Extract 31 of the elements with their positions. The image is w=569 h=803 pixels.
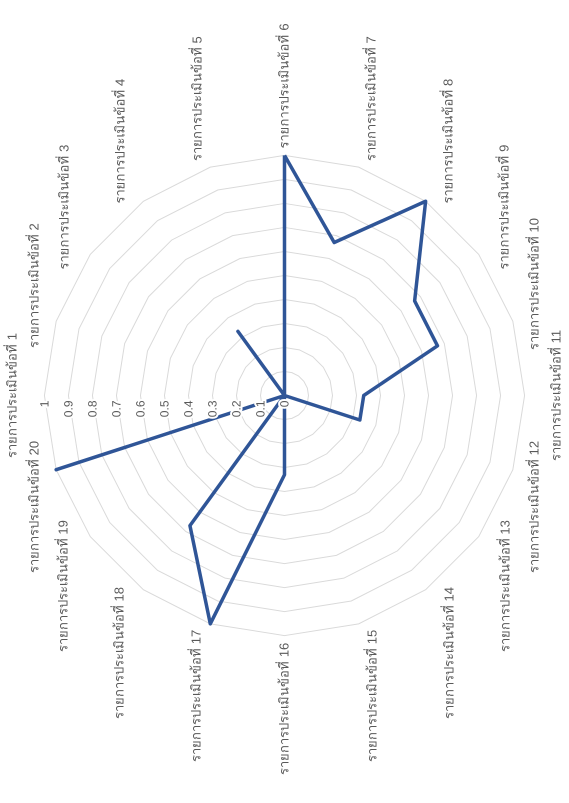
spoke-label: รายการประเมินข้อที่ 14	[440, 587, 457, 720]
y-tick-label: 1	[37, 400, 52, 408]
spoke-label: รายการประเมินข้อที่ 3	[55, 144, 72, 270]
spoke-label: รายการประเมินข้อที่ 15	[363, 630, 380, 762]
spoke-label: รายการประเมินข้อที่ 8	[440, 78, 456, 204]
spoke-label: รายการประเมินข้อที่ 20	[25, 440, 42, 574]
y-tick-label: 0.9	[61, 400, 76, 418]
spoke-label: รายการประเมินข้อที่ 4	[111, 78, 128, 204]
spoke-label: รายการประเมินข้อที่ 18	[110, 587, 126, 720]
spoke-label: รายการประเมินข้อที่ 17	[188, 630, 204, 762]
y-tick-label: 0.2	[229, 400, 244, 418]
spoke-label: รายการประเมินข้อที่ 5	[188, 36, 204, 162]
spoke-label: รายการประเมินข้อที่ 12	[526, 440, 542, 574]
spoke-label: รายการประเมินข้อที่ 2	[25, 223, 42, 348]
spoke-label: รายการประเมินข้อที่ 19	[54, 520, 71, 652]
y-tick-label: 0.5	[157, 400, 172, 418]
y-tick-label: 0.1	[253, 400, 268, 418]
y-tick-label: 0.4	[181, 400, 196, 418]
spoke-label: รายการประเมินข้อที่ 11	[548, 330, 564, 462]
spoke-label: รายการประเมินข้อที่ 1	[3, 333, 20, 458]
y-tick-label: 0	[278, 400, 292, 408]
spoke-label: รายการประเมินข้อที่ 16	[276, 642, 292, 775]
spoke-label: รายการประเมินข้อที่ 7	[362, 36, 379, 162]
y-tick-label: 0.3	[205, 400, 220, 418]
spoke-label: รายการประเมินข้อที่ 9	[496, 144, 512, 270]
y-tick-label: 0.7	[109, 400, 124, 418]
spoke-label: รายการประเมินข้อที่ 13	[496, 520, 512, 652]
spoke-label: รายการประเมินข้อที่ 10	[526, 218, 542, 350]
spoke-label: รายการประเมินข้อที่ 6	[276, 23, 292, 148]
y-tick-label: 0.8	[85, 400, 100, 418]
y-tick-label: 0.6	[133, 400, 148, 418]
